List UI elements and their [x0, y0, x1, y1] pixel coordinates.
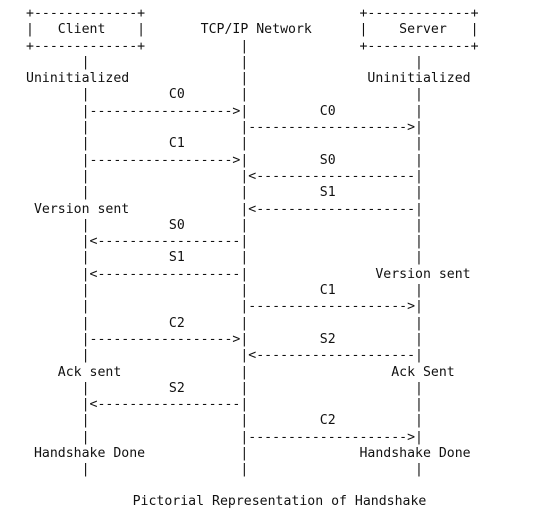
diagram-line: Ack sent | Ack Sent [26, 364, 455, 380]
diagram-line: | C1 | | [26, 136, 423, 152]
diagram-line: +-------------+ | +-------------+ [26, 38, 479, 54]
diagram-line: |<------------------| | [26, 397, 423, 413]
diagram-line: | |<--------------------| [26, 168, 423, 184]
diagram-line: | |-------------------->| [26, 120, 423, 136]
diagram-line: | S0 | | [26, 217, 423, 233]
diagram-line: |------------------>| S0 | [26, 152, 423, 168]
diagram-line: | C0 | | [26, 87, 423, 103]
diagram-line: | | | [26, 462, 423, 478]
diagram-line: Uninitialized | Uninitialized [26, 71, 471, 87]
diagram-line: Version sent |<--------------------| [26, 201, 423, 217]
diagram-line: |<------------------| | [26, 234, 423, 250]
diagram-line: | S1 | | [26, 250, 423, 266]
diagram-line: +-------------+ +-------------+ [26, 6, 479, 21]
diagram-line: | | C1 | [26, 283, 423, 299]
diagram-line: | C2 | | [26, 315, 423, 331]
ascii-sequence-diagram: +-------------+ +-------------+ | Client… [26, 6, 479, 479]
diagram-line: | |-------------------->| [26, 429, 423, 445]
diagram-line: | | S1 | [26, 185, 423, 201]
diagram-line: | S2 | | [26, 380, 423, 396]
diagram-line: | | | [26, 54, 423, 70]
diagram-line: | | C2 | [26, 413, 423, 429]
diagram-caption: Pictorial Representation of Handshake [132, 494, 427, 509]
diagram-line: | Client | TCP/IP Network | Server | [26, 22, 479, 38]
diagram-line: |------------------>| S2 | [26, 331, 423, 347]
diagram-line: | |<--------------------| [26, 348, 423, 364]
diagram-line: |------------------>| C0 | [26, 103, 423, 119]
diagram-line: | |-------------------->| [26, 299, 423, 315]
diagram-line: |<------------------| Version sent [26, 266, 471, 282]
diagram-line: Handshake Done | Handshake Done [26, 446, 471, 462]
